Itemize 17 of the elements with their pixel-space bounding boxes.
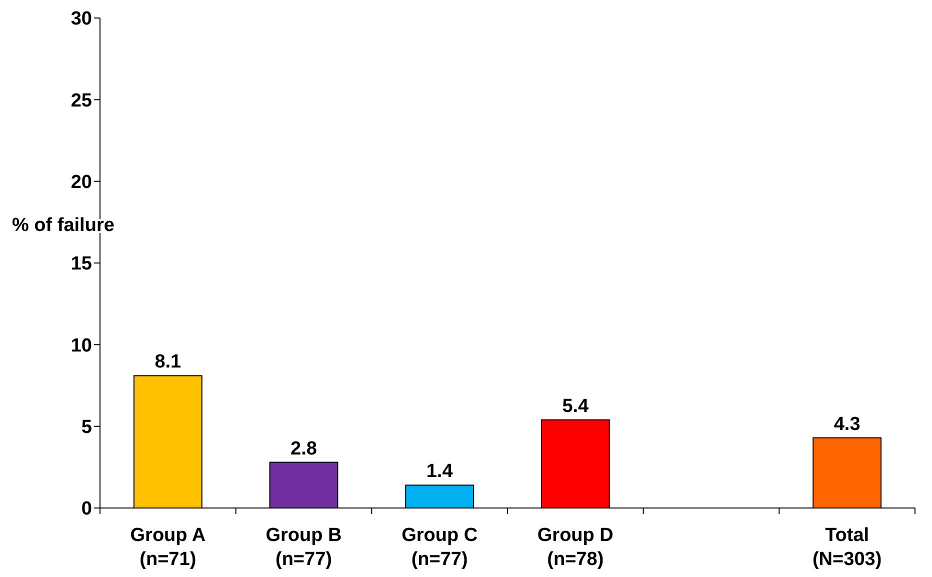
y-tick-label: 0 <box>81 498 92 520</box>
x-tick-label: Group C (n=77) <box>402 525 478 570</box>
x-tick-label: Group A (n=71) <box>130 525 206 570</box>
data-label: 1.4 <box>426 461 454 482</box>
y-tick-label: 30 <box>70 8 92 30</box>
data-label: 8.1 <box>154 352 182 373</box>
data-label: 5.4 <box>562 396 590 417</box>
x-tick-label: Group D (n=78) <box>537 525 614 570</box>
y-tick-label: 15 <box>70 254 92 275</box>
y-tick-label: 10 <box>70 335 92 356</box>
y-tick-label: 25 <box>70 90 92 112</box>
y-tick-label: 20 <box>70 172 92 193</box>
data-label: 4.3 <box>834 414 860 435</box>
x-tick-label: Total (N=303) <box>812 525 882 570</box>
y-tick-label: 5 <box>81 416 92 438</box>
x-tick-label: Group B (n=77) <box>266 525 342 570</box>
data-label: 2.8 <box>290 438 317 460</box>
